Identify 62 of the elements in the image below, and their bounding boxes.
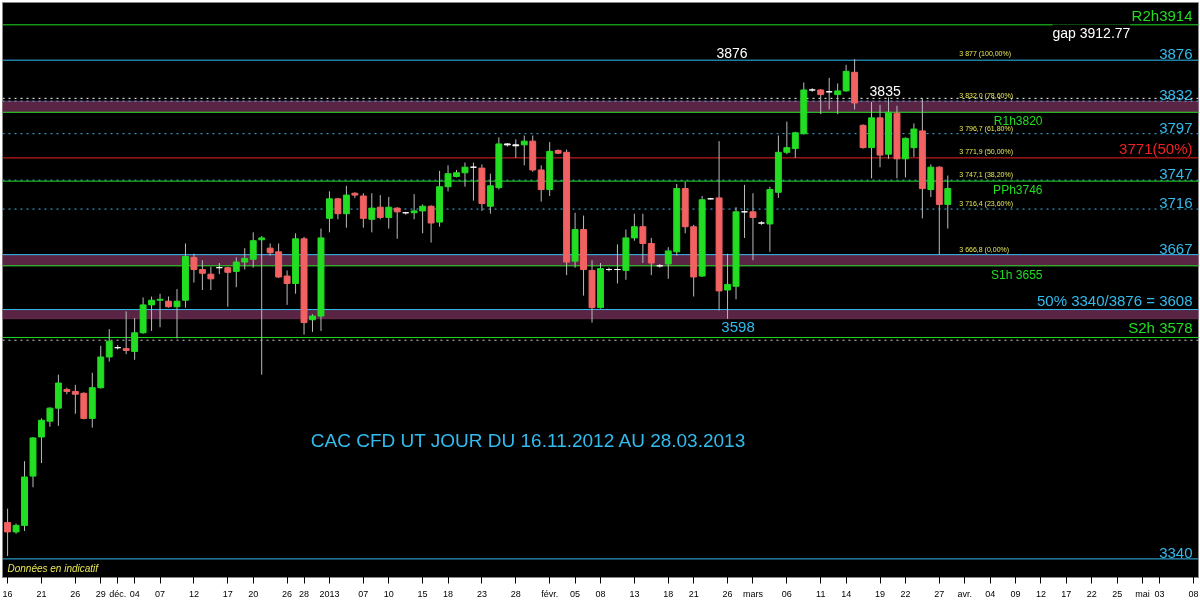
x-tick-label: 22 bbox=[1086, 588, 1097, 599]
ref-line-label: S1h 3655 bbox=[991, 267, 1043, 282]
x-tick-label: 29 bbox=[95, 588, 106, 599]
x-tick-label: 09 bbox=[1010, 588, 1021, 599]
x-tick-label: 22 bbox=[900, 588, 911, 599]
x-tick-label: 08 bbox=[1188, 588, 1199, 599]
x-tick-label: 08 bbox=[595, 588, 606, 599]
x-tick-label: 18 bbox=[443, 588, 454, 599]
x-tick-label: févr. bbox=[541, 588, 559, 599]
ref-line-label: PPh3746 bbox=[993, 183, 1043, 198]
x-tick-label: 26 bbox=[282, 588, 293, 599]
x-tick-label: 26 bbox=[722, 588, 733, 599]
x-tick-label: 21 bbox=[36, 588, 47, 599]
ref-line-label: 3667 bbox=[1159, 239, 1193, 257]
x-tick-label: 18 bbox=[663, 588, 674, 599]
x-tick-label: 2013 bbox=[319, 588, 340, 599]
x-tick-label: déc. bbox=[109, 588, 127, 599]
ref-line-label: 3771(50%) bbox=[1119, 139, 1193, 157]
x-tick-label: avr. bbox=[957, 588, 972, 599]
ref-line-label: 3716 bbox=[1159, 194, 1193, 212]
x-tick-label: 16 bbox=[2, 588, 13, 599]
x-tick-label: 20 bbox=[248, 588, 259, 599]
annotation: gap 3912.77 bbox=[1052, 24, 1131, 41]
ref-line-label: 3797 bbox=[1159, 118, 1193, 136]
annotation: 3876 bbox=[716, 45, 748, 62]
x-tick-label: 23 bbox=[476, 588, 487, 599]
x-tick-label: 21 bbox=[688, 588, 699, 599]
ref-line-label: 3876 bbox=[1159, 45, 1193, 63]
x-tick-label: 05 bbox=[570, 588, 581, 599]
x-tick-label: 15 bbox=[417, 588, 428, 599]
x-tick-label: 04 bbox=[985, 588, 996, 599]
x-tick-label: 12 bbox=[1035, 588, 1046, 599]
x-tick-label: mars bbox=[742, 588, 764, 599]
x-tick-label: 19 bbox=[875, 588, 886, 599]
x-tick-label: 11 bbox=[816, 588, 826, 599]
x-tick-label: 26 bbox=[70, 588, 81, 599]
x-tick-label: 13 bbox=[629, 588, 640, 599]
x-tick-label: 06 bbox=[781, 588, 792, 599]
annotation: Données en indicatif bbox=[7, 562, 100, 574]
x-tick-label: 25 bbox=[1112, 588, 1123, 599]
x-tick-label: 10 bbox=[383, 588, 394, 599]
ref-line-label: 3747 bbox=[1159, 165, 1193, 183]
x-tick-label: 03 bbox=[1154, 588, 1165, 599]
ref-line-label: 3832 bbox=[1159, 86, 1193, 104]
annotation: 3835 bbox=[869, 83, 901, 100]
x-tick-label: 17 bbox=[1061, 588, 1072, 599]
x-tick-label: 27 bbox=[934, 588, 945, 599]
x-tick-label: 04 bbox=[129, 588, 140, 599]
x-tick-label: mai bbox=[1135, 588, 1150, 599]
x-tick-label: 14 bbox=[841, 588, 852, 599]
ref-line-label: R2h3914 bbox=[1131, 6, 1193, 24]
ref-line-label: 3340 bbox=[1159, 543, 1193, 561]
text: CAC CFD UT JOUR DU 16.11.2012 AU 28.03.2013 bbox=[310, 430, 746, 451]
ref-line-label: S2h 3578 bbox=[1128, 319, 1193, 337]
band-label: 3598 bbox=[721, 317, 755, 335]
x-tick-label: 12 bbox=[188, 588, 199, 599]
ref-line-label: 50% 3340/3876 = 3608 bbox=[1036, 291, 1193, 309]
x-tick-label: 07 bbox=[358, 588, 369, 599]
x-tick-label: 07 bbox=[155, 588, 166, 599]
x-tick-label: 28 bbox=[510, 588, 521, 599]
x-tick-label: 28 bbox=[299, 588, 310, 599]
x-tick-label: 17 bbox=[222, 588, 233, 599]
